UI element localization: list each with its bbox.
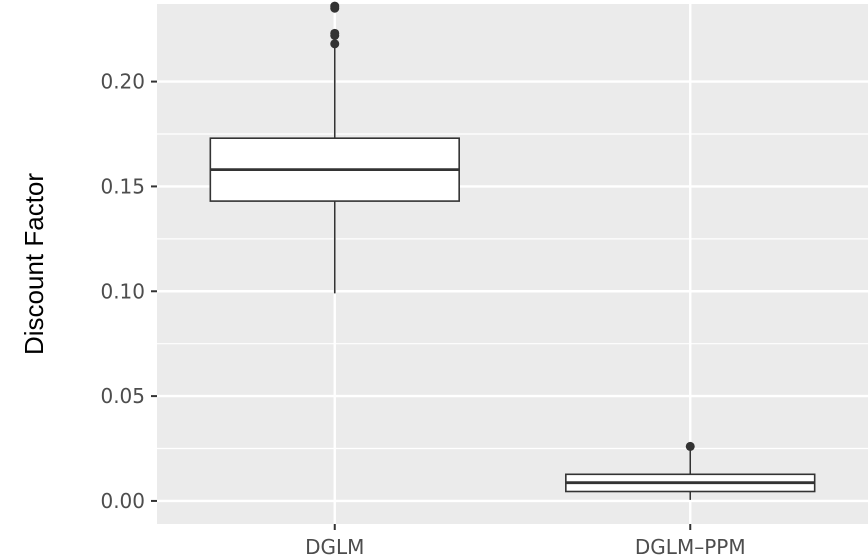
- y-tick-label: 0.20: [100, 70, 145, 94]
- x-tick-label: DGLM–PPM: [635, 535, 746, 556]
- box-group: [209, 1, 460, 294]
- y-tick-label: 0.15: [100, 174, 145, 198]
- minor-gridlines: [157, 133, 868, 450]
- outlier-point: [330, 39, 340, 49]
- y-tick-label: 0.05: [100, 384, 145, 408]
- y-axis: 0.00 0.05 0.10 0.15 0.20: [100, 70, 157, 513]
- box-group: [565, 441, 816, 500]
- outlier-point: [330, 28, 340, 38]
- x-tick-label: DGLM: [305, 535, 364, 556]
- outlier-point: [330, 1, 340, 11]
- y-tick-label: 0.00: [100, 489, 145, 513]
- outlier-point: [685, 441, 695, 451]
- y-axis-title: Discount Factor: [19, 173, 49, 355]
- x-axis: DGLM DGLM–PPM: [305, 524, 746, 556]
- y-tick-label: 0.10: [100, 279, 145, 303]
- boxes-layer: [209, 1, 816, 500]
- plot-panel: [157, 4, 868, 524]
